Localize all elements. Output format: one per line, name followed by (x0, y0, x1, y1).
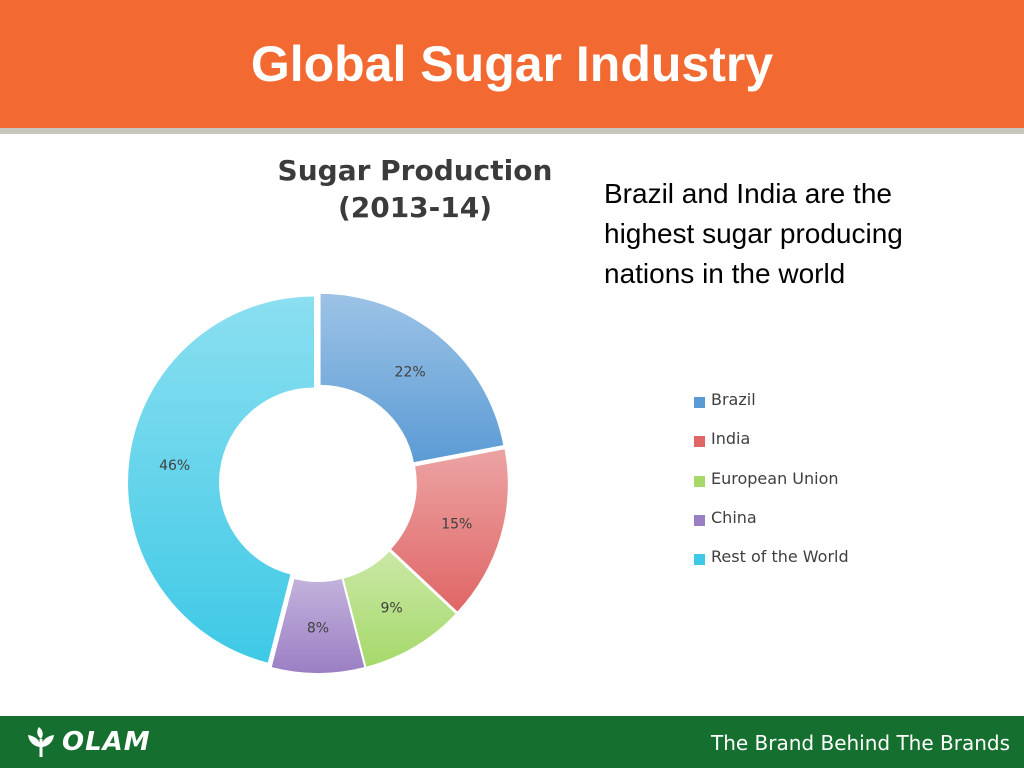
legend-swatch (694, 475, 705, 487)
footer-tagline: The Brand Behind The Brands (710, 731, 1010, 755)
legend-label: India (711, 429, 751, 449)
slide-header (0, 0, 1024, 128)
chart-slices (128, 293, 508, 673)
legend-label: European Union (711, 468, 839, 488)
slice-european-union (343, 551, 456, 667)
data-label-brazil: 22% (395, 365, 426, 381)
olam-leaf-icon (28, 727, 54, 757)
data-label-china: 8% (307, 621, 329, 637)
slice-brazil (320, 293, 504, 463)
body-text-line-2: highest sugar producing (604, 218, 903, 249)
data-label-european-union: 9% (380, 600, 402, 616)
chart-data-labels: 22% 15% 9% 8% 46% (159, 365, 472, 637)
data-label-india: 15% (441, 516, 472, 532)
olam-logo: OLAM (24, 722, 151, 762)
header-divider (0, 128, 1024, 134)
legend-swatch (694, 554, 705, 566)
chart-title: Sugar Production (2013-14) (250, 152, 580, 226)
slice-india (391, 449, 508, 612)
slide-title: Global Sugar Industry (250, 36, 774, 92)
slice-rest-of-the-world (128, 296, 315, 663)
legend-swatch (694, 397, 705, 408)
legend-label: Rest of the World (711, 547, 849, 567)
legend-swatch (694, 436, 705, 448)
logo-text: OLAM (62, 727, 151, 757)
chart-title-line-1: Sugar Production (277, 154, 553, 187)
legend-label: China (711, 507, 757, 527)
body-text-line-1: Brazil and India are the (604, 178, 892, 209)
body-text-line-3: nations in the world (604, 258, 846, 289)
chart-title-line-2: (2013-14) (337, 191, 493, 224)
data-label-rest-of-the-world: 46% (159, 458, 190, 474)
legend-label: Brazil (711, 390, 756, 409)
slide-body-text: Brazil and India are the highest sugar p… (604, 174, 1004, 294)
slice-china (271, 579, 365, 673)
legend-swatch (694, 514, 705, 526)
footer-bar (0, 716, 1024, 768)
doughnut-chart: 22% 15% 9% 8% 46% (128, 293, 508, 673)
